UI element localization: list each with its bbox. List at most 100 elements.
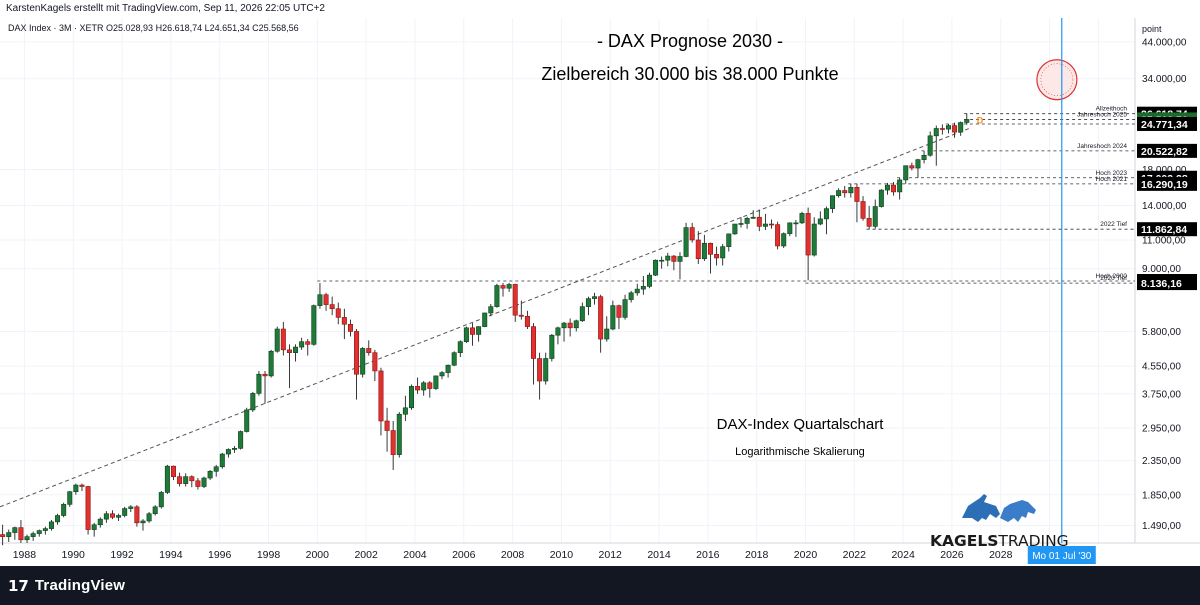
candle-body xyxy=(256,373,262,394)
candle-body xyxy=(341,317,347,325)
price-level-badge xyxy=(1137,276,1197,291)
candle-body xyxy=(463,327,469,342)
time-tick-label: 1998 xyxy=(257,549,281,561)
candle-body xyxy=(549,334,555,359)
candle-body xyxy=(250,393,256,411)
candle-body xyxy=(146,513,152,522)
time-tick-label: 2020 xyxy=(794,549,818,561)
time-tick-label: 2010 xyxy=(550,549,574,561)
candle-body xyxy=(537,358,543,382)
candle-body xyxy=(189,476,195,482)
candle-body xyxy=(592,296,598,299)
candle-body xyxy=(390,430,396,455)
candle-body xyxy=(488,306,494,314)
candle-body xyxy=(610,305,616,330)
candle-body xyxy=(109,513,115,518)
candle-body xyxy=(274,328,280,352)
candle-body xyxy=(921,154,927,160)
candle-body xyxy=(103,513,109,520)
candle-body xyxy=(701,242,707,260)
candle-body xyxy=(164,465,170,493)
candle-body xyxy=(653,259,659,276)
candle-body xyxy=(683,227,689,257)
price-tick-label: 14.000,00 xyxy=(1142,201,1187,212)
candle-body xyxy=(726,233,732,247)
candle-body xyxy=(964,119,970,123)
candle-body xyxy=(506,284,512,289)
candle-body xyxy=(24,536,30,541)
candle-body xyxy=(836,190,842,196)
time-tick-label: 2018 xyxy=(745,549,769,561)
candle-body xyxy=(927,135,933,156)
candle-body xyxy=(579,306,585,322)
tradingview-logo[interactable]: 17 TradingView xyxy=(8,577,125,595)
price-level-note: 2020 Tief xyxy=(1100,275,1127,282)
candle-body xyxy=(769,223,775,226)
candle-body xyxy=(891,184,897,193)
candle-body xyxy=(665,255,671,261)
candle-body xyxy=(750,216,756,219)
candle-body xyxy=(384,420,390,431)
candle-body xyxy=(451,352,457,366)
candle-body xyxy=(598,296,604,340)
candle-body xyxy=(299,341,305,348)
candle-body xyxy=(42,528,48,531)
price-level-note: Hoch 2021 xyxy=(1096,176,1128,183)
price-axis-unit: point xyxy=(1142,24,1162,34)
candle-body xyxy=(524,315,530,327)
chart-area[interactable]: Allzeithoch Jahreshoch 2025 Jahreshoch 202… xyxy=(0,18,1200,566)
time-tick-label: 2024 xyxy=(891,549,915,561)
candle-body xyxy=(555,327,561,336)
time-tick-label: 1996 xyxy=(208,549,232,561)
price-level-note: 2022 Tief xyxy=(1100,221,1127,228)
candle-body xyxy=(628,292,634,300)
candle-body xyxy=(201,477,207,487)
price-tick-label: 18.000,00 xyxy=(1142,165,1187,176)
candle-body xyxy=(476,326,482,335)
crosshair-time-label: Mo 01 Jul '30 xyxy=(1032,551,1092,562)
candle-body xyxy=(67,491,73,505)
candle-body xyxy=(219,453,225,468)
candle-body xyxy=(286,349,292,353)
candle-body xyxy=(421,382,427,391)
candle-body xyxy=(170,465,176,477)
target-range-title: Zielbereich 30.000 bis 38.000 Punkte xyxy=(541,64,839,84)
candle-body xyxy=(470,327,475,335)
symbol-legend[interactable]: DAX Index · 3M · XETR O25.028,93 H26.618… xyxy=(8,23,299,33)
chart-attribution: KarstenKagels erstellt mit TradingView.c… xyxy=(6,3,325,14)
candle-body xyxy=(134,506,140,524)
candle-body xyxy=(781,233,787,247)
price-level-note: Hoch 2000 xyxy=(1096,273,1128,280)
time-tick-label: 2026 xyxy=(940,549,964,561)
candle-body xyxy=(30,533,36,537)
candle-body xyxy=(482,312,488,327)
candle-body xyxy=(378,370,384,422)
candle-body xyxy=(952,125,958,133)
candle-body xyxy=(518,314,524,317)
candle-body xyxy=(213,466,219,472)
candle-body xyxy=(396,413,402,455)
price-tick-label: 9.000,00 xyxy=(1142,264,1181,275)
price-level-value: 8.136,16 xyxy=(1141,278,1182,290)
candle-body xyxy=(622,299,628,318)
candle-body xyxy=(18,527,24,541)
price-level-note: Jahreshoch 2024 xyxy=(1077,143,1127,150)
candle-body xyxy=(732,223,738,235)
candle-body xyxy=(305,341,311,345)
candle-body xyxy=(817,218,823,225)
time-tick-label: 2008 xyxy=(501,549,525,561)
candle-body xyxy=(36,530,42,534)
price-tick-label: 4.550,00 xyxy=(1142,362,1181,373)
candle-body xyxy=(244,409,250,432)
candle-body xyxy=(909,165,915,169)
candle-body xyxy=(262,373,268,377)
candle-body xyxy=(707,242,713,255)
price-tick-label: 3.750,00 xyxy=(1142,389,1181,400)
candle-body xyxy=(561,322,567,329)
candle-body xyxy=(79,484,85,487)
candle-body xyxy=(408,386,414,409)
candle-body xyxy=(695,239,701,260)
candle-body xyxy=(634,288,640,294)
candle-body xyxy=(335,308,341,318)
